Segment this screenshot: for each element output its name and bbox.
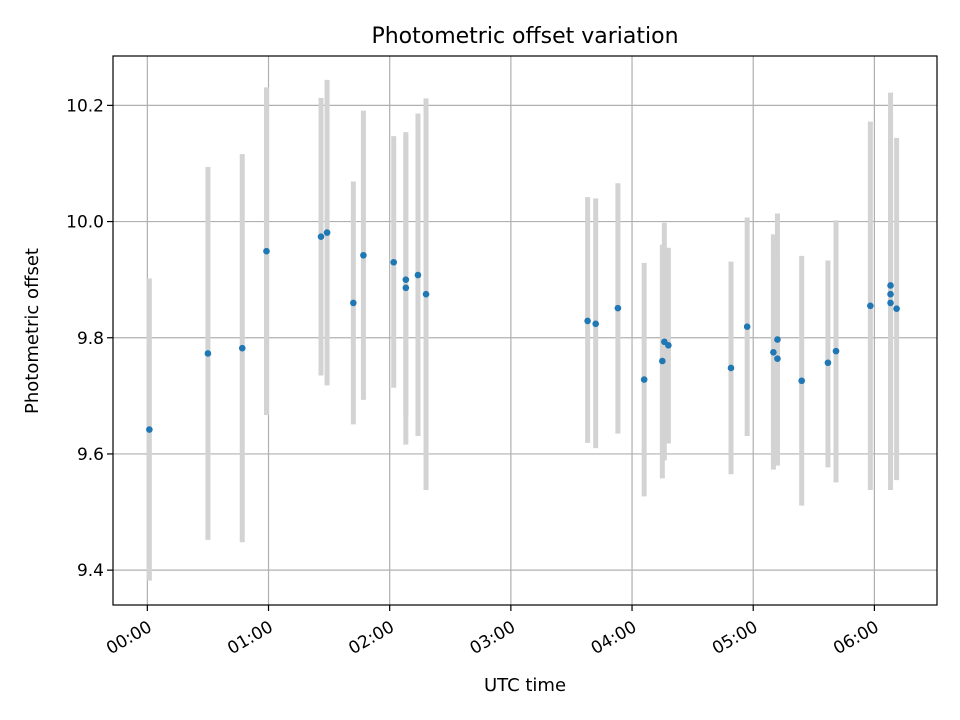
marker-layer [146, 229, 900, 433]
y-tick-label: 10.2 [66, 96, 104, 116]
data-point [893, 305, 900, 313]
data-point [592, 320, 599, 328]
plot-frame [112, 55, 938, 606]
data-point [323, 229, 331, 236]
data-point [770, 348, 777, 356]
data-point [360, 251, 367, 259]
data-point [774, 355, 781, 362]
data-point [824, 359, 832, 367]
data-point [402, 276, 410, 283]
data-point [614, 304, 622, 312]
data-point [238, 344, 246, 352]
data-point [659, 357, 666, 365]
y-tick-label: 10.0 [66, 213, 104, 233]
y-axis-label: Photometric offset [22, 248, 43, 414]
data-point [867, 302, 874, 310]
y-tick-label: 9.8 [77, 329, 104, 349]
y-tick-label: 9.6 [77, 445, 104, 465]
data-point [832, 347, 840, 355]
y-tick-label: 9.4 [77, 561, 104, 581]
data-point [414, 271, 422, 279]
data-point [640, 376, 648, 383]
data-point [402, 284, 410, 292]
data-point [263, 247, 270, 255]
data-point [798, 377, 805, 385]
data-point [422, 290, 430, 298]
data-point [727, 364, 735, 372]
data-point [743, 323, 751, 331]
data-point [887, 299, 894, 307]
data-point [317, 233, 325, 240]
data-point [350, 299, 357, 307]
plot-area-background [113, 56, 937, 605]
chart-title: Photometric offset variation [371, 24, 678, 49]
data-point [887, 290, 894, 298]
data-point [146, 426, 153, 433]
data-point [390, 258, 398, 266]
data-point [887, 282, 894, 289]
x-axis-label: UTC time [484, 675, 566, 696]
data-point [774, 336, 781, 343]
data-point [665, 342, 672, 349]
data-point [204, 350, 212, 357]
data-point [584, 317, 591, 325]
